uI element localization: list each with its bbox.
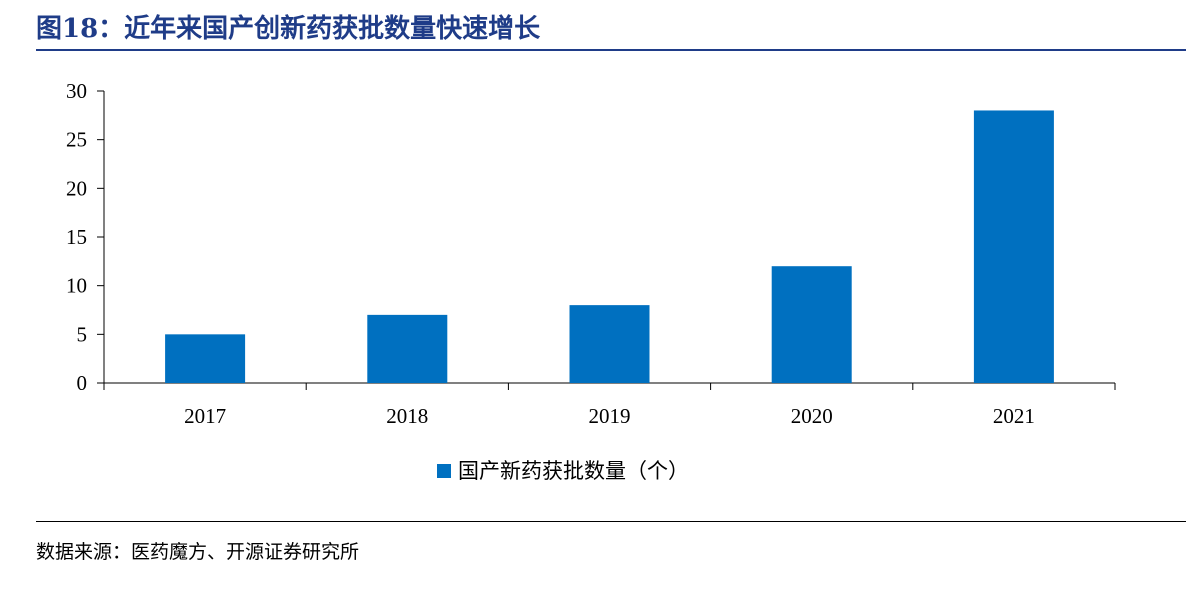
x-axis: 2017 2018 2019 2020 2021 xyxy=(103,382,1116,428)
y-tick-label: 0 xyxy=(77,371,88,395)
x-tick-label: 2019 xyxy=(589,404,631,428)
bar-2020 xyxy=(771,266,852,383)
x-tick-label: 2018 xyxy=(386,404,428,428)
legend-swatch xyxy=(437,464,451,478)
y-tick-label: 5 xyxy=(77,322,88,346)
y-tick-label: 25 xyxy=(66,128,87,152)
bars xyxy=(165,110,1054,383)
title-divider xyxy=(36,49,1186,51)
x-tick-label: 2017 xyxy=(184,404,226,428)
y-tick-label: 30 xyxy=(66,79,87,103)
y-tick-label: 15 xyxy=(66,225,87,249)
bar-chart: 0 5 10 15 20 25 30 2017 2018 2019 2020 2021 国产新药获批… xyxy=(66,79,1116,483)
bar-2019 xyxy=(569,305,650,383)
legend-label: 国产新药获批数量（个） xyxy=(458,459,689,483)
bar-2021 xyxy=(973,110,1054,383)
y-axis: 0 5 10 15 20 25 30 xyxy=(66,79,105,395)
bar-2017 xyxy=(165,334,246,383)
y-tick-label: 10 xyxy=(66,274,87,298)
x-tick-label: 2021 xyxy=(993,404,1035,428)
x-tick-label: 2020 xyxy=(791,404,833,428)
legend: 国产新药获批数量（个） xyxy=(437,459,689,483)
chart-title: 图18：近年来国产创新药获批数量快速增长 xyxy=(36,14,541,44)
source-note: 数据来源：医药魔方、开源证券研究所 xyxy=(36,541,360,563)
bar-2018 xyxy=(367,314,448,383)
source-divider xyxy=(36,521,1186,522)
y-tick-label: 20 xyxy=(66,176,87,200)
